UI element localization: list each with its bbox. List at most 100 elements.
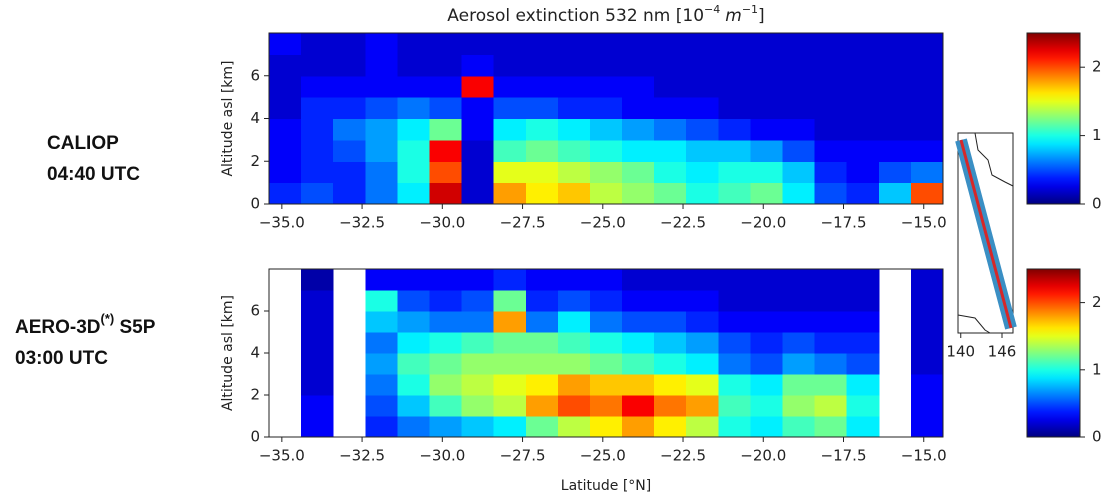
heatmap-cell (525, 332, 559, 354)
heatmap-cell (750, 395, 784, 417)
heatmap-cell (782, 97, 816, 119)
heatmap-cell (589, 118, 623, 141)
heatmap-cell (333, 97, 366, 119)
heatmap-cell (493, 311, 527, 333)
heatmap-cell (846, 374, 880, 396)
x-tick-label: −27.5 (500, 447, 546, 465)
heatmap-cell (301, 290, 334, 312)
heatmap-cell (814, 353, 848, 375)
heatmap-cell (429, 161, 463, 184)
heatmap-cell (878, 161, 912, 184)
y-tick-label: 0 (250, 428, 260, 446)
x-tick-label: −32.5 (339, 214, 385, 232)
heatmap-cell (686, 118, 719, 141)
panel-label-rest: S5P (114, 317, 156, 338)
heatmap-cell (365, 54, 398, 77)
heatmap-cell (718, 118, 751, 141)
heatmap-cell (397, 161, 430, 184)
heatmap-cell (718, 161, 751, 184)
heatmap-cell (397, 97, 430, 119)
heatmap-cell (622, 353, 655, 375)
heatmap-cell (301, 395, 334, 417)
heatmap-cell (461, 54, 495, 77)
heatmap-cell (718, 311, 751, 333)
heatmap-cell (589, 374, 623, 396)
heatmap-cell (846, 269, 880, 291)
heatmap-cell (814, 54, 848, 77)
map-tick-label: 140 (946, 343, 975, 361)
heatmap-cell (686, 161, 719, 184)
heatmap-cell (269, 33, 302, 55)
heatmap-cell (557, 54, 591, 77)
heatmap-cell (429, 353, 463, 375)
heatmap-cell (365, 374, 398, 396)
panel-label-main: AERO-3D (15, 317, 101, 338)
colorbar (1026, 268, 1081, 438)
heatmap-cell (654, 353, 687, 375)
heatmap-cell (365, 269, 398, 291)
heatmap-cell (429, 118, 463, 141)
heatmap-cell (365, 139, 398, 162)
heatmap-cell (589, 395, 623, 417)
heatmap-cell (269, 75, 302, 98)
colorbar (1026, 32, 1081, 205)
heatmap-cell (782, 290, 816, 312)
heatmap-cell (493, 54, 527, 77)
heatmap-cell (333, 182, 366, 205)
heatmap-cell (782, 311, 816, 333)
heatmap-cell (846, 416, 880, 438)
panel-label-sup: (*) (101, 311, 115, 326)
heatmap-cell (750, 290, 784, 312)
y-tick-label: 6 (250, 302, 260, 320)
heatmap-cell (429, 75, 463, 98)
heatmap-cell (878, 97, 912, 119)
heatmap-cell (493, 182, 527, 205)
heatmap-cell (750, 139, 784, 162)
track-line (959, 139, 1013, 329)
heatmap-cell (910, 311, 944, 333)
heatmap-cell (397, 182, 430, 205)
heatmap-cell (622, 416, 655, 438)
heatmap-cell (429, 311, 463, 333)
x-tick-label: −27.5 (500, 214, 546, 232)
heatmap-cell (814, 75, 848, 98)
colorbar-tick-label: 0 (1092, 195, 1102, 213)
heatmap-cell (557, 161, 591, 184)
heatmap-cell (301, 97, 334, 119)
x-tick-label: −35.0 (259, 214, 305, 232)
heatmap-cell (686, 139, 719, 162)
heatmap-cell (589, 139, 623, 162)
heatmap-cell (301, 332, 334, 354)
heatmap-cell (654, 33, 687, 55)
heatmap-cell (269, 97, 302, 119)
title-unit-exponent: −1 (742, 3, 758, 16)
heatmap-cell (750, 97, 784, 119)
x-tick-label: −20.0 (740, 214, 786, 232)
heatmap-cell (461, 118, 495, 141)
map-tick-label: 146 (988, 343, 1017, 361)
heatmap-cell (718, 416, 751, 438)
heatmap-cell (365, 182, 398, 205)
panel-label: 04:40 UTC (47, 164, 140, 185)
x-tick-label: −32.5 (339, 447, 385, 465)
heatmap-cell (654, 395, 687, 417)
heatmap-cell (910, 269, 944, 291)
heatmap-cell (750, 118, 784, 141)
heatmap-cell (301, 182, 334, 205)
heatmap-cell (654, 290, 687, 312)
heatmap-cell (557, 416, 591, 438)
heatmap-cell (525, 374, 559, 396)
heatmap-cell (622, 290, 655, 312)
heatmap-cell (301, 33, 334, 55)
heatmap-cell (814, 332, 848, 354)
colorbar-tick-label: 1 (1092, 126, 1102, 144)
heatmap-cell (365, 161, 398, 184)
heatmap-cell (654, 269, 687, 291)
heatmap-cell (686, 416, 719, 438)
x-tick-label: −15.0 (901, 447, 947, 465)
heatmap-cell (461, 416, 495, 438)
heatmap-cell (622, 311, 655, 333)
heatmap-cell (397, 139, 430, 162)
heatmap-cell (429, 269, 463, 291)
